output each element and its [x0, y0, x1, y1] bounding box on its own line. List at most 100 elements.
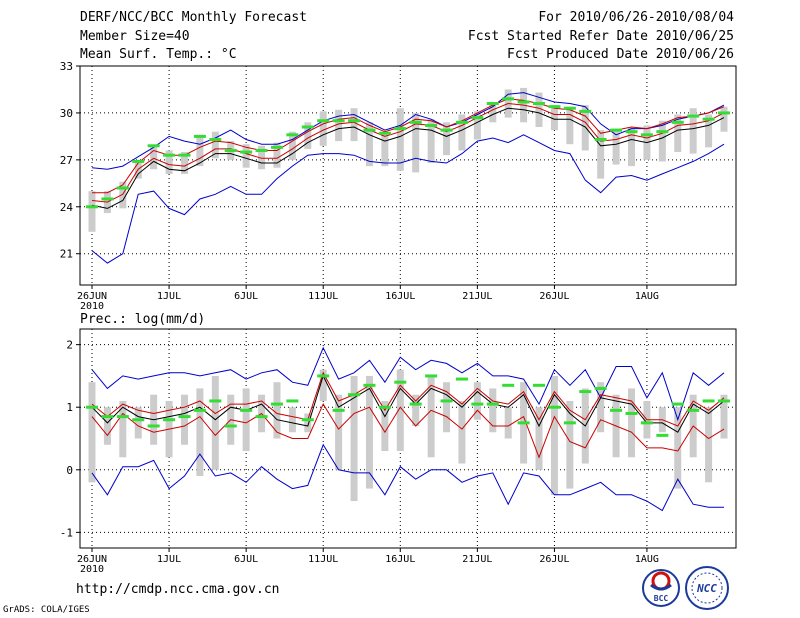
panel2-marker: [455, 377, 468, 381]
panel1-marker: [455, 120, 468, 124]
panel1-min-line: [91, 134, 725, 264]
panel2-marker: [209, 399, 222, 403]
panel1-ytick-label: 33: [60, 60, 73, 73]
panel1-spread-box: [288, 131, 296, 160]
panel2-spread-box: [489, 388, 497, 433]
start-date: Fcst Started Refer Date 2010/06/25: [467, 29, 734, 44]
panel2-spread-box: [119, 400, 127, 458]
panel1-marker: [163, 153, 176, 157]
panel1-marker: [563, 106, 576, 110]
panel1-spread-box: [473, 111, 481, 140]
panel2-marker: [486, 402, 499, 406]
panel1-spread-box: [612, 128, 620, 165]
panel2-marker: [240, 408, 253, 412]
panel1-marker: [671, 120, 684, 124]
panel2-marker: [502, 383, 515, 387]
panel1-spread-box: [566, 106, 574, 145]
panel1-spread-box: [443, 122, 451, 156]
panel1-spread-box: [427, 119, 435, 163]
panel1-spread-box: [119, 181, 127, 209]
panel1-spread-box: [180, 152, 188, 174]
panel2-spread-box: [304, 413, 312, 433]
panel1-spread-box: [489, 101, 497, 123]
panel2-spread-box: [674, 407, 682, 489]
panel2-marker: [378, 405, 391, 409]
panel2-marker: [702, 399, 715, 403]
panel2-upper-mean-line: [91, 371, 725, 427]
panel1-marker: [132, 159, 145, 163]
panel2-marker: [625, 411, 638, 415]
panel2-spread-box: [365, 375, 373, 489]
produced-date: Fcst Produced Date 2010/06/26: [507, 47, 734, 62]
panel1-xtick-label: 26JUL: [539, 291, 569, 302]
panel2-spread-box: [211, 375, 219, 470]
panel1-marker: [378, 131, 391, 135]
panel2-spread-box: [88, 382, 96, 483]
panel2-median-line: [91, 403, 725, 459]
panel1-spread-box: [674, 114, 682, 153]
panel1-marker: [147, 144, 160, 148]
panel2-marker: [548, 405, 561, 409]
panel2-marker: [178, 415, 191, 419]
panel2-spread-box: [335, 394, 343, 470]
panel1-xtick-label: 11JUL: [308, 291, 338, 302]
panel2-spread-box: [705, 407, 713, 483]
panel1-marker: [224, 148, 237, 152]
panel1-marker: [687, 114, 700, 118]
panel1-spread-box: [550, 105, 558, 131]
variable-label: Mean Surf. Temp.: °C: [80, 47, 237, 62]
panel1-spread-box: [705, 114, 713, 148]
panel2-spread-box: [504, 407, 512, 439]
panel1-spread-box: [381, 134, 389, 167]
panel1-marker: [533, 102, 546, 106]
panel1-marker: [317, 119, 330, 123]
panel2-xtick-label: 6JUL: [234, 554, 258, 565]
website-url[interactable]: http://cmdp.ncc.cma.gov.cn: [76, 582, 280, 597]
panel1-spread-box: [350, 108, 358, 142]
panel2-marker: [332, 408, 345, 412]
panel2-spread-box: [273, 382, 281, 439]
panel1-ytick-label: 21: [60, 248, 73, 261]
panel2-marker: [579, 390, 592, 394]
panel2-spread-box: [134, 407, 142, 439]
panel1-spread-box: [196, 134, 204, 167]
panel1-spread-box: [689, 108, 697, 154]
panel2-xtick-label: 21JUL: [462, 554, 492, 565]
panel1-marker: [301, 125, 314, 129]
panel1-marker: [270, 145, 283, 149]
panel2-marker: [394, 380, 407, 384]
panel1-marker: [517, 100, 530, 104]
panel2-marker: [656, 433, 669, 437]
panel2-marker: [286, 399, 299, 403]
panel2-marker: [363, 383, 376, 387]
panel2-marker: [425, 374, 438, 378]
panel1-marker: [86, 205, 98, 209]
panel1-spread-box: [242, 144, 250, 168]
panel1-spread-box: [165, 150, 173, 174]
panel2-marker: [147, 424, 160, 428]
panel1-marker: [548, 105, 561, 109]
panel2-spread-box: [473, 382, 481, 420]
panel1-marker: [640, 133, 653, 137]
panel2-marker: [440, 399, 453, 403]
panel2-marker: [255, 415, 268, 419]
panel2-marker: [610, 408, 623, 412]
panel2-xtick-label: 26JUL: [539, 554, 569, 565]
panel2-spread-box: [242, 388, 250, 452]
panel2-marker: [270, 402, 283, 406]
panel2-marker: [132, 418, 145, 422]
panel1-marker: [718, 111, 730, 115]
panel2-spread-box: [628, 388, 636, 458]
panel1-spread-box: [658, 120, 666, 162]
panel1-xtick-label: 1JUL: [157, 291, 181, 302]
panel2-spread-box: [288, 407, 296, 433]
panel2-ytick-label: -1: [60, 526, 73, 539]
panel2-year-label: 2010: [80, 564, 104, 575]
panel1-spread-box: [304, 122, 312, 149]
panel2-marker: [563, 421, 576, 425]
panel2-xtick-label: 26JUN: [77, 554, 107, 565]
panel1-mean-line: [91, 107, 725, 209]
panel2-spread-box: [412, 394, 420, 426]
panel1-marker: [193, 134, 206, 138]
panel1-marker: [610, 128, 623, 132]
